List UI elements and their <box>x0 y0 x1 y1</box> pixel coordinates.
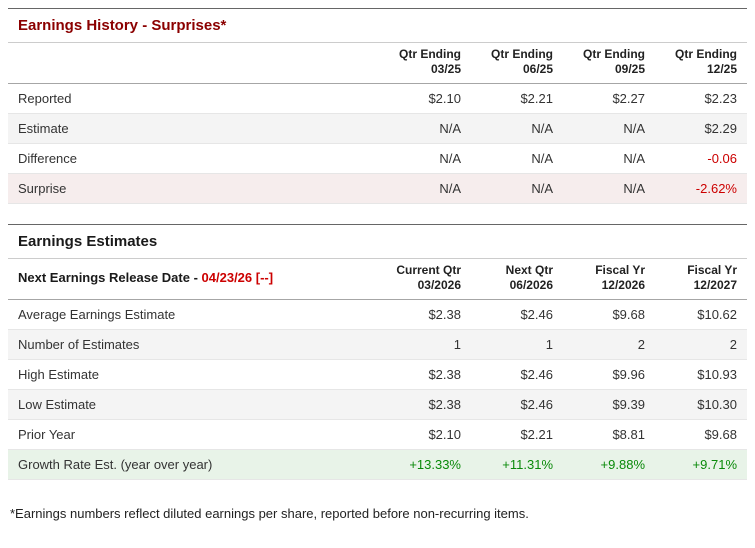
estimates-row-growth-rate: Growth Rate Est. (year over year) +13.33… <box>8 449 747 480</box>
earnings-history-section: Earnings History - Surprises* Qtr Ending… <box>8 8 747 204</box>
value-cell-positive: +9.88% <box>563 449 655 480</box>
col-header-line2: 12/2026 <box>601 278 645 292</box>
earnings-estimates-section: Earnings Estimates Next Earnings Release… <box>8 224 747 480</box>
row-label: Average Earnings Estimate <box>8 299 379 330</box>
history-col-header-2: Qtr Ending 06/25 <box>471 42 563 84</box>
value-cell: $2.10 <box>379 83 471 114</box>
value-cell: $2.27 <box>563 83 655 114</box>
earnings-footnote: *Earnings numbers reflect diluted earnin… <box>10 506 529 521</box>
row-label: Reported <box>8 83 379 114</box>
history-col-header-4: Qtr Ending 12/25 <box>655 42 747 84</box>
value-cell: N/A <box>379 113 471 144</box>
estimates-row-prior-year: Prior Year $2.10 $2.21 $8.81 $9.68 <box>8 419 747 450</box>
earnings-history-table: Qtr Ending 03/25 Qtr Ending 06/25 Qtr En… <box>8 42 747 204</box>
history-col-header-3: Qtr Ending 09/25 <box>563 42 655 84</box>
row-label: Growth Rate Est. (year over year) <box>8 449 379 480</box>
value-cell: $10.30 <box>655 389 747 420</box>
value-cell: N/A <box>471 173 563 204</box>
col-header-line2: 06/2026 <box>509 278 553 292</box>
row-label: High Estimate <box>8 359 379 390</box>
estimates-col-header-3: Fiscal Yr 12/2026 <box>563 258 655 300</box>
estimates-row-count: Number of Estimates 1 1 2 2 <box>8 329 747 360</box>
estimates-row-average: Average Earnings Estimate $2.38 $2.46 $9… <box>8 299 747 330</box>
earnings-estimates-title: Earnings Estimates <box>8 224 747 258</box>
col-header-line2: 06/25 <box>522 62 553 76</box>
col-header-line2: 03/2026 <box>417 278 461 292</box>
value-cell: $2.29 <box>655 113 747 144</box>
value-cell: N/A <box>563 113 655 144</box>
row-label: Difference <box>8 143 379 174</box>
value-cell-negative: -0.06 <box>655 143 747 174</box>
release-date-value: 04/23/26 <box>201 269 253 285</box>
value-cell: $10.62 <box>655 299 747 330</box>
value-cell: $2.46 <box>471 359 563 390</box>
value-cell: 2 <box>563 329 655 360</box>
value-cell: $9.68 <box>563 299 655 330</box>
value-cell: $2.38 <box>379 389 471 420</box>
estimates-header-row: Next Earnings Release Date - 04/23/26 [-… <box>8 258 747 300</box>
earnings-estimates-table: Next Earnings Release Date - 04/23/26 [-… <box>8 258 747 480</box>
value-cell: $9.68 <box>655 419 747 450</box>
col-header-line2: 12/25 <box>706 62 737 76</box>
value-cell: N/A <box>379 143 471 174</box>
estimates-col-header-2: Next Qtr 06/2026 <box>471 258 563 300</box>
value-cell: $2.38 <box>379 299 471 330</box>
value-cell-positive: +9.71% <box>655 449 747 480</box>
col-header-line1: Qtr Ending <box>399 47 461 61</box>
history-col-header-1: Qtr Ending 03/25 <box>379 42 471 84</box>
value-cell: N/A <box>471 143 563 174</box>
value-cell: $2.46 <box>471 389 563 420</box>
row-label: Prior Year <box>8 419 379 450</box>
value-cell: $2.10 <box>379 419 471 450</box>
row-label: Estimate <box>8 113 379 144</box>
value-cell: $2.23 <box>655 83 747 114</box>
value-cell: 1 <box>379 329 471 360</box>
value-cell-positive: +13.33% <box>379 449 471 480</box>
row-label: Surprise <box>8 173 379 204</box>
history-row-difference: Difference N/A N/A N/A -0.06 <box>8 143 747 174</box>
value-cell: $8.81 <box>563 419 655 450</box>
col-header-line2: 09/25 <box>614 62 645 76</box>
release-date-suffix: [--] <box>255 269 274 285</box>
estimates-row-low: Low Estimate $2.38 $2.46 $9.39 $10.30 <box>8 389 747 420</box>
col-header-line1: Qtr Ending <box>583 47 645 61</box>
release-date-label: Next Earnings Release Date - <box>18 269 202 285</box>
value-cell: N/A <box>563 173 655 204</box>
estimates-col-header-4: Fiscal Yr 12/2027 <box>655 258 747 300</box>
value-cell: $9.39 <box>563 389 655 420</box>
estimates-col-header-1: Current Qtr 03/2026 <box>379 258 471 300</box>
col-header-line1: Qtr Ending <box>675 47 737 61</box>
history-header-row: Qtr Ending 03/25 Qtr Ending 06/25 Qtr En… <box>8 42 747 84</box>
history-row-reported: Reported $2.10 $2.21 $2.27 $2.23 <box>8 83 747 114</box>
col-header-line1: Fiscal Yr <box>595 263 645 277</box>
value-cell: $2.38 <box>379 359 471 390</box>
next-earnings-release: Next Earnings Release Date - 04/23/26 [-… <box>8 258 379 300</box>
value-cell: $2.46 <box>471 299 563 330</box>
value-cell: N/A <box>563 143 655 174</box>
value-cell: $2.21 <box>471 83 563 114</box>
value-cell-positive: +11.31% <box>471 449 563 480</box>
history-row-estimate: Estimate N/A N/A N/A $2.29 <box>8 113 747 144</box>
value-cell-negative: -2.62% <box>655 173 747 204</box>
earnings-history-title: Earnings History - Surprises* <box>8 8 747 42</box>
row-label: Low Estimate <box>8 389 379 420</box>
value-cell: $10.93 <box>655 359 747 390</box>
history-header-spacer <box>8 42 379 84</box>
row-label: Number of Estimates <box>8 329 379 360</box>
earnings-widget: Earnings History - Surprises* Qtr Ending… <box>8 8 747 521</box>
col-header-line1: Next Qtr <box>505 263 553 277</box>
value-cell: $9.96 <box>563 359 655 390</box>
value-cell: 2 <box>655 329 747 360</box>
estimates-row-high: High Estimate $2.38 $2.46 $9.96 $10.93 <box>8 359 747 390</box>
col-header-line2: 12/2027 <box>693 278 737 292</box>
value-cell: $2.21 <box>471 419 563 450</box>
history-row-surprise: Surprise N/A N/A N/A -2.62% <box>8 173 747 204</box>
col-header-line1: Current Qtr <box>396 263 461 277</box>
col-header-line2: 03/25 <box>430 62 461 76</box>
value-cell: N/A <box>379 173 471 204</box>
value-cell: N/A <box>471 113 563 144</box>
col-header-line1: Fiscal Yr <box>687 263 737 277</box>
col-header-line1: Qtr Ending <box>491 47 553 61</box>
value-cell: 1 <box>471 329 563 360</box>
